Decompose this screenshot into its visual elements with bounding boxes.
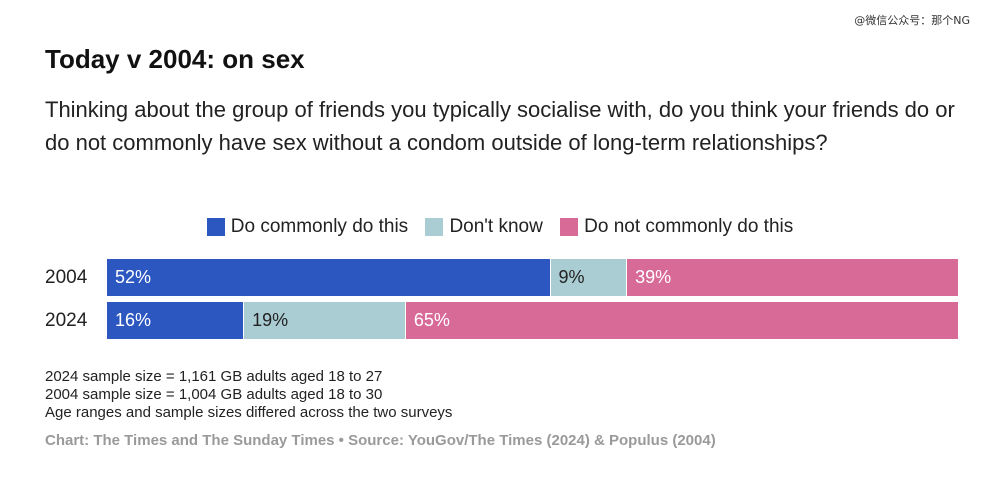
watermark: @微信公众号：那个NG: [854, 14, 970, 27]
legend-swatch-dont-know: [425, 218, 444, 236]
data-label: 65%: [413, 310, 450, 330]
legend-swatch-commonly: [206, 218, 225, 236]
data-label: 19%: [252, 310, 289, 330]
bar-row-2024: 16% 19% 65%: [107, 302, 958, 339]
note-sample-2004: 2004 sample size = 1,004 GB adults aged …: [45, 386, 383, 403]
legend: Do commonly do this Don't know Do not co…: [0, 216, 1000, 242]
notes: 2024 sample size = 1,161 GB adults aged …: [45, 368, 452, 422]
legend-label-commonly: Do commonly do this: [230, 216, 409, 237]
source-credit: Chart: The Times and The Sunday Times • …: [45, 432, 716, 449]
bar-segment-2004-2: 39%: [626, 259, 958, 296]
bar-segment-2024-1: 19%: [243, 302, 405, 339]
data-label: 9%: [558, 267, 585, 287]
bar-segment-2024-0: 16%: [107, 302, 244, 339]
bar-segment-2004-1: 9%: [549, 259, 627, 296]
chart-title: Today v 2004: on sex: [45, 44, 305, 74]
legend-item-not-commonly: Do not commonly do this: [560, 216, 793, 238]
bar-row-2004: 52% 9% 39%: [107, 259, 958, 296]
row-label-2024: 2024: [45, 310, 88, 331]
legend-label-dont-know: Don't know: [449, 216, 543, 237]
note-sample-2024: 2024 sample size = 1,161 GB adults aged …: [45, 368, 383, 385]
bar-segment-2024-2: 65%: [404, 302, 958, 339]
legend-swatch-not-commonly: [560, 218, 579, 236]
row-label-2004: 2004: [45, 267, 88, 288]
data-label: 39%: [635, 267, 672, 287]
data-label: 52%: [115, 267, 152, 287]
legend-item-dont-know: Don't know: [425, 216, 543, 238]
chart-subtitle: Thinking about the group of friends you …: [45, 97, 955, 155]
bar-segment-2004-0: 52%: [107, 259, 550, 296]
legend-label-not-commonly: Do not commonly do this: [584, 216, 794, 237]
note-age-ranges: Age ranges and sample sizes differed acr…: [45, 404, 453, 421]
data-label: 16%: [115, 310, 152, 330]
legend-item-commonly: Do commonly do this: [206, 216, 409, 238]
